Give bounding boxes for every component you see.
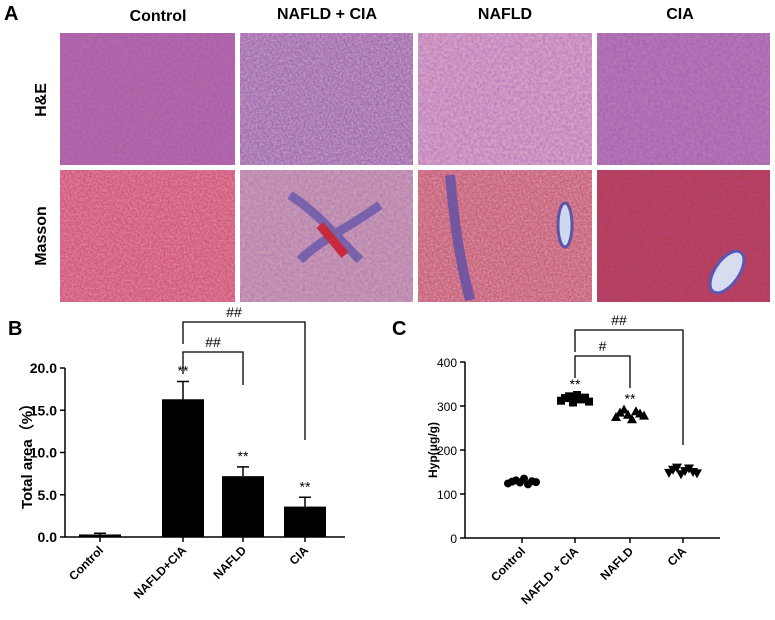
y-axis-label: Hyp(μg/g) bbox=[426, 422, 440, 478]
x-tick-label: NAFLD + CIA bbox=[518, 544, 581, 607]
x-tick-label: NAFLD bbox=[210, 543, 249, 582]
panel-label: B bbox=[8, 318, 22, 340]
panel-label: C bbox=[392, 318, 406, 340]
comparison-label: ## bbox=[205, 334, 221, 350]
error-bar bbox=[177, 380, 189, 400]
data-point bbox=[672, 463, 682, 473]
significance-label: ** bbox=[238, 448, 249, 464]
y-tick-label: 400 bbox=[437, 356, 457, 370]
comparison-bracket bbox=[574, 355, 631, 388]
comparison-bracket bbox=[182, 321, 306, 440]
row-header: Masson bbox=[33, 206, 50, 266]
data-point bbox=[565, 392, 573, 401]
significance-label: ** bbox=[570, 376, 581, 392]
significance-label: ** bbox=[300, 478, 311, 494]
y-tick-label: 10.0 bbox=[30, 445, 57, 461]
error-bar bbox=[94, 532, 106, 535]
bar bbox=[79, 534, 121, 537]
x-tick-label: Control bbox=[66, 543, 106, 583]
x-tick-label: NAFLD+CIA bbox=[131, 543, 189, 601]
y-tick-label: 200 bbox=[437, 444, 457, 458]
bar bbox=[222, 476, 264, 537]
column-header: NAFLD bbox=[478, 6, 532, 23]
data-point bbox=[692, 469, 702, 479]
y-tick-label: 15.0 bbox=[30, 402, 57, 418]
y-tick-label: 100 bbox=[437, 488, 457, 502]
comparison-label: ## bbox=[611, 312, 627, 328]
data-point bbox=[623, 409, 633, 419]
y-tick-label: 0.0 bbox=[38, 529, 58, 545]
micrographs bbox=[60, 33, 770, 302]
data-point bbox=[619, 404, 629, 414]
column-header: NAFLD + CIA bbox=[277, 6, 377, 23]
data-point bbox=[569, 398, 577, 407]
data-point bbox=[639, 410, 649, 420]
x-tick-label: Control bbox=[488, 544, 528, 584]
data-point bbox=[585, 397, 593, 406]
x-tick-label: NAFLD bbox=[597, 544, 636, 583]
y-tick-label: 300 bbox=[437, 400, 457, 414]
data-point bbox=[520, 474, 528, 483]
comparison-bracket bbox=[574, 329, 684, 445]
row-header: H&E bbox=[33, 83, 50, 117]
comparison-label: ## bbox=[226, 304, 242, 320]
significance-label: ** bbox=[625, 391, 636, 407]
y-tick-label: 5.0 bbox=[38, 487, 58, 503]
column-header: Control bbox=[130, 8, 187, 25]
y-tick-label: 20.0 bbox=[30, 360, 57, 376]
y-tick-label: 0 bbox=[450, 532, 457, 546]
error-bar bbox=[237, 466, 249, 477]
data-point bbox=[627, 414, 637, 424]
comparison-bracket bbox=[182, 351, 244, 385]
error-bar bbox=[299, 496, 311, 507]
bar bbox=[162, 399, 204, 537]
panel-label: A bbox=[4, 3, 18, 25]
data-point bbox=[532, 478, 540, 487]
bar bbox=[284, 506, 326, 537]
data-point bbox=[573, 391, 581, 399]
x-tick-label: CIA bbox=[287, 543, 312, 568]
column-header: CIA bbox=[666, 6, 694, 23]
comparison-label: # bbox=[599, 338, 607, 354]
x-tick-label: CIA bbox=[665, 544, 690, 569]
y-axis-label: Total area（%） bbox=[18, 396, 36, 509]
